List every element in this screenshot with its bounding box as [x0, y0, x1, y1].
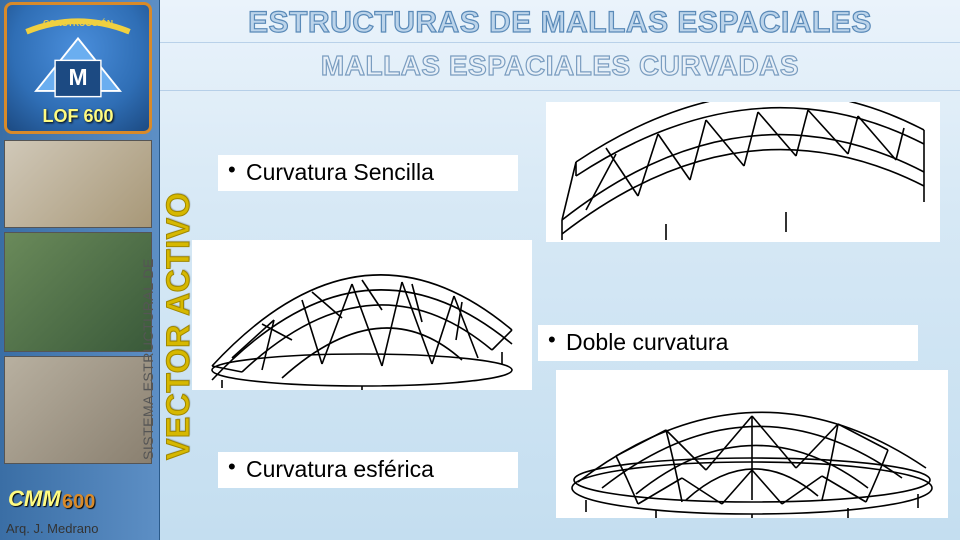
diagram-double-curvature — [192, 240, 532, 390]
bullet-3: Curvatura esférica — [218, 452, 518, 488]
bullet-2: Doble curvatura — [538, 325, 918, 361]
logo-bottom-text: LOF 600 — [7, 106, 149, 127]
diagram-single-curvature — [546, 102, 940, 242]
vertical-text-box: SISTEMA ESTRUCTURAL DE VECTOR ACTIVO — [140, 130, 200, 470]
page-subtitle: MALLAS ESPACIALES CURVADAS — [165, 50, 955, 82]
diagram-spherical — [556, 370, 948, 518]
vertical-label-small: SISTEMA ESTRUCTURAL DE — [140, 258, 156, 460]
sidebar: M CONSTRUCCIÓN LOF 600 CMM 600 Arq. J. M… — [0, 0, 160, 540]
footer-logo-text: CMM — [8, 486, 61, 512]
sidebar-photo-3 — [4, 356, 152, 464]
sidebar-photo-1 — [4, 140, 152, 228]
bullet-1: Curvatura Sencilla — [218, 155, 518, 191]
svg-text:CONSTRUCCIÓN: CONSTRUCCIÓN — [43, 17, 113, 28]
footer-logo-num: 600 — [62, 491, 95, 514]
footer-author: Arq. J. Medrano — [6, 521, 99, 536]
sidebar-photo-2 — [4, 232, 152, 352]
logo-badge: M CONSTRUCCIÓN LOF 600 — [4, 2, 152, 134]
svg-text:M: M — [68, 64, 87, 90]
page-title: ESTRUCTURAS DE MALLAS ESPACIALES — [165, 6, 955, 40]
